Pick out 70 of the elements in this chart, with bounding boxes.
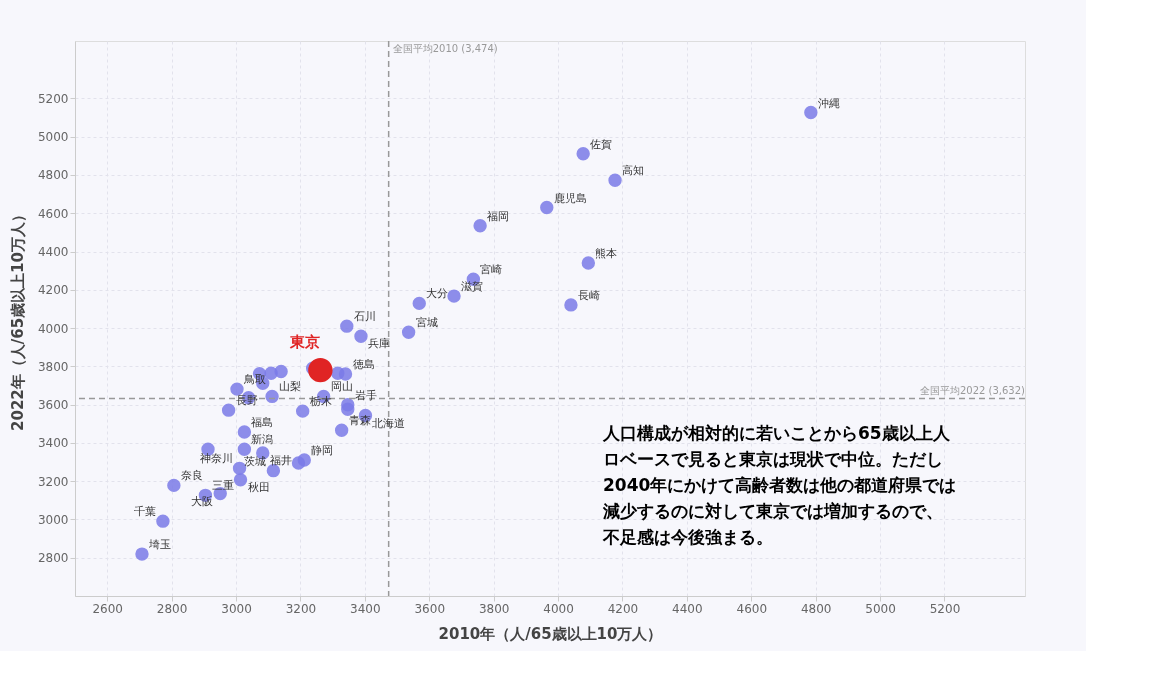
y-axis-title: 2022年（人/65歳以上10万人）	[8, 207, 27, 431]
annotation: 鹿児島	[553, 191, 587, 205]
annotation: 兵庫	[367, 337, 390, 351]
annotation: 滋賀	[461, 280, 484, 294]
x-tick-label: 4800	[800, 601, 832, 616]
ref-line-label: 全国平均2010 (3,474)	[392, 43, 498, 54]
y-tick-label: 4400	[37, 245, 69, 260]
annotation: 大分	[426, 287, 449, 301]
annotation: 大阪	[191, 494, 214, 508]
annotation: 福岡	[487, 209, 510, 223]
y-tick-label: 3200	[37, 474, 69, 489]
annotation: 佐賀	[590, 137, 613, 151]
x-tick-label: 5200	[929, 601, 961, 616]
series-label: 東京	[289, 333, 321, 352]
annotation: 長崎	[577, 288, 600, 302]
annotation: 沖縄	[817, 96, 840, 110]
annotation: ロベースで見ると東京は現状で中位。ただし	[603, 449, 943, 469]
annotation: 宮城	[415, 316, 438, 330]
y-tick-label: 4800	[37, 168, 69, 183]
x-tick-label: 2600	[92, 601, 123, 616]
x-tick-label: 5000	[865, 601, 896, 616]
annotation: 三重	[212, 479, 235, 493]
x-tick-label: 3400	[350, 601, 381, 616]
y-tick-label: 4200	[37, 283, 69, 298]
y-tick-label: 3400	[37, 436, 69, 451]
annotation: 山梨	[279, 380, 302, 394]
annotation: 青森	[348, 414, 371, 428]
annotation: 減少するのに対して東京では増加するので、	[602, 501, 943, 521]
annotation: 2040年にかけて高齢者数は他の都道府県では	[603, 475, 957, 495]
y-tick-label: 2800	[37, 551, 69, 566]
x-tick-label: 3600	[414, 601, 446, 616]
annotation: 岩手	[354, 388, 377, 402]
annotation: 神奈川	[199, 452, 233, 466]
x-tick-label: 4400	[672, 601, 703, 616]
y-tick-label: 3000	[37, 512, 69, 527]
annotation: 福島	[251, 415, 274, 429]
x-tick-label: 3000	[221, 601, 252, 616]
annotation: 千葉	[133, 505, 156, 519]
annotation: 高知	[622, 164, 645, 178]
x-tick-label: 3800	[478, 601, 510, 616]
y-tick-label: 3600	[37, 398, 69, 413]
annotation: 新潟	[251, 433, 274, 447]
annotation: 石川	[353, 310, 376, 324]
x-axis-title: 2010年（人/65歳以上10万人）	[438, 624, 663, 643]
annotation: 人口構成が相対的に若いことから65歳以上人	[602, 423, 951, 443]
annotation: 栃木	[309, 395, 332, 409]
annotation: 福井	[269, 454, 292, 468]
x-tick-label: 4200	[607, 601, 639, 616]
annotation: 宮崎	[480, 263, 503, 277]
y-tick-label: 4000	[37, 321, 69, 336]
annotation: 鳥取	[242, 373, 266, 387]
annotation: 徳島	[352, 358, 375, 371]
x-tick-label: 2800	[156, 601, 188, 616]
annotation: 茨城	[244, 454, 267, 468]
y-tick-label: 5200	[37, 91, 69, 106]
y-tick-label: 3800	[37, 359, 69, 374]
x-tick-label: 4000	[543, 601, 574, 616]
annotation: 熊本	[595, 247, 618, 260]
x-tick-label: 4600	[736, 601, 768, 616]
annotation: 北海道	[372, 416, 406, 430]
annotation: 埼玉	[147, 538, 171, 552]
annotation: 奈良	[180, 469, 203, 483]
x-tick-label: 3200	[285, 601, 317, 616]
annotation: 不足感は今後強まる。	[602, 527, 773, 547]
annotation: 秋田	[247, 480, 270, 494]
annotation: 静岡	[311, 443, 334, 457]
ref-line-label: 全国平均2022 (3,632)	[919, 385, 1026, 397]
y-tick-label: 4600	[37, 206, 69, 221]
y-tick-label: 5000	[37, 130, 69, 145]
annotation: 岡山	[330, 380, 353, 394]
